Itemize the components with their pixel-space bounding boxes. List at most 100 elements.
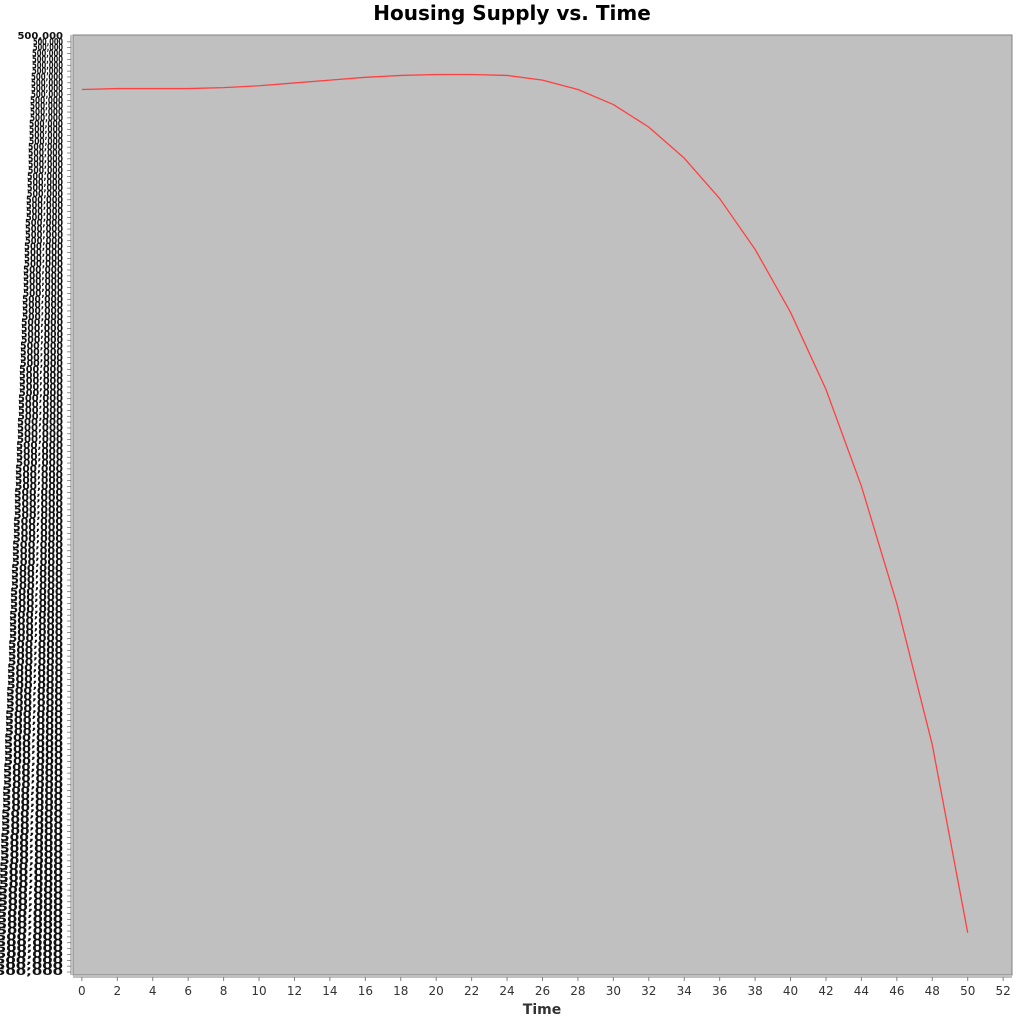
y-tick-label: 500,000 (17, 435, 63, 446)
x-tick-label: 0 (78, 984, 86, 998)
y-tick-label: 500,000 (26, 195, 63, 206)
y-tick-label: 500,000 (2, 797, 63, 808)
x-tick-label: 12 (287, 984, 302, 998)
x-tick-label: 30 (606, 984, 621, 998)
y-tick-label: 500,000 (26, 207, 63, 218)
y-tick-label: 500,000 (26, 212, 63, 223)
y-tick-label: 500,000 (9, 610, 63, 621)
y-tick-label: 500,000 (25, 218, 63, 229)
x-tick-label: 24 (499, 984, 514, 998)
y-tick-label: 500,000 (30, 101, 63, 112)
y-tick-label: 500,000 (3, 762, 63, 773)
y-tick-label: 500,000 (12, 546, 63, 557)
y-tick-label: 500,000 (13, 534, 63, 545)
y-tick-label: 500,000 (0, 879, 63, 890)
x-axis-label: Time (523, 1002, 561, 1018)
y-tick-label: 500,000 (6, 704, 63, 715)
y-tick-label: 500,000 (5, 721, 63, 732)
y-tick-label: 500,000 (14, 511, 63, 522)
y-tick-label: 500,000 (7, 680, 63, 691)
y-tick-label: 500,000 (21, 329, 63, 340)
y-tick-label: 500,000 (20, 347, 63, 358)
y-tick-label: 500,000 (27, 183, 63, 194)
x-tick-label: 26 (535, 984, 550, 998)
y-tick-label: 500,000 (31, 72, 63, 83)
x-tick-label: 48 (925, 984, 940, 998)
y-tick-label: 500,000 (1, 827, 63, 838)
x-tick-label: 50 (960, 984, 975, 998)
y-tick-label: 500,000 (18, 411, 63, 422)
y-tick-label: 500,000 (0, 856, 63, 867)
y-tick-label: 500,000 (30, 95, 63, 106)
y-tick-label: 500,000 (3, 780, 63, 791)
y-tick-label: 500,000 (3, 768, 63, 779)
y-tick-label: 500,000 (32, 60, 63, 71)
y-tick-label: 500,000 (11, 575, 63, 586)
y-tick-label: 500,000 (0, 944, 63, 955)
y-tick-label: 500,000 (13, 522, 63, 533)
x-tick-label: 32 (641, 984, 656, 998)
y-tick-label: 500,000 (23, 265, 63, 276)
y-tick-label: 500,000 (28, 142, 63, 153)
y-tick-label: 500,000 (32, 66, 63, 77)
y-tick-label: 500,000 (24, 242, 63, 253)
y-tick-label: 500,000 (26, 201, 63, 212)
y-tick-label: 500,000 (27, 171, 63, 182)
y-tick-label: 500,000 (25, 224, 63, 235)
y-tick-label: 500,000 (28, 166, 63, 177)
x-tick-label: 22 (464, 984, 479, 998)
y-tick-label: 500,000 (3, 774, 63, 785)
y-tick-label: 500,000 (19, 382, 63, 393)
y-tick-label: 500,000 (1, 821, 63, 832)
y-tick-label: 500,000 (13, 528, 63, 539)
y-tick-label: 500,000 (1, 815, 63, 826)
y-tick-label: 500,000 (0, 838, 63, 849)
y-tick-label: 500,000 (23, 288, 63, 299)
series-line (81, 73, 969, 933)
y-tick-label: 500,000 (9, 634, 63, 645)
y-tick-label: 500,000 (0, 873, 63, 884)
y-tick-label: 500,000 (8, 645, 63, 656)
y-tick-label: 500,000 (27, 177, 63, 188)
y-tick-label: 500,000 (29, 119, 63, 130)
x-tick-label: 38 (747, 984, 762, 998)
y-tick-label: 500,000 (21, 324, 63, 335)
y-tick-label: 500,000 (29, 125, 63, 136)
y-tick-label: 500,000 (11, 569, 63, 580)
y-tick-label: 500,000 (20, 359, 63, 370)
y-tick-label: 500,000 (23, 271, 63, 282)
y-tick-label: 500,000 (27, 189, 63, 200)
y-tick-label: 500,000 (10, 604, 63, 615)
y-tick-label: 500,000 (16, 446, 63, 457)
y-tick-label: 500,000 (0, 844, 63, 855)
y-tick-label: 500,000 (2, 792, 63, 803)
y-tick-label: 500,000 (0, 932, 63, 943)
y-tick-label: 500,000 (0, 914, 63, 925)
y-tick-label: 500,000 (19, 370, 63, 381)
y-tick-label: 500,000 (14, 487, 63, 498)
y-tick-label: 500,000 (2, 786, 63, 797)
y-tick-label: 500,000 (22, 300, 63, 311)
y-tick-label: 500,000 (8, 657, 63, 668)
y-tick-label: 500,000 (9, 622, 63, 633)
y-tick-label: 500,000 (7, 669, 63, 680)
x-tick-label: 52 (996, 984, 1011, 998)
y-tick-label: 500,000 (12, 558, 63, 569)
y-tick-label: 500,000 (31, 84, 63, 95)
y-tick-label: 500,000 (33, 43, 63, 54)
chart-title: Housing Supply vs. Time (373, 1, 651, 25)
x-tick-label: 40 (783, 984, 798, 998)
x-tick-label: 20 (429, 984, 444, 998)
y-tick-label: 500,000 (22, 294, 63, 305)
y-tick-label: 500,000 (0, 909, 63, 920)
y-tick-label: 500,000 (22, 312, 63, 323)
y-tick-label: 500,000 (16, 441, 63, 452)
y-tick-label: 500,000 (14, 499, 63, 510)
x-tick-label: 6 (184, 984, 192, 998)
y-tick-label: 500,000 (19, 364, 63, 375)
y-tick-label: 500,000 (33, 37, 63, 48)
y-tick-label: 500,000 (21, 335, 63, 346)
y-tick-label: 500,000 (9, 616, 63, 627)
